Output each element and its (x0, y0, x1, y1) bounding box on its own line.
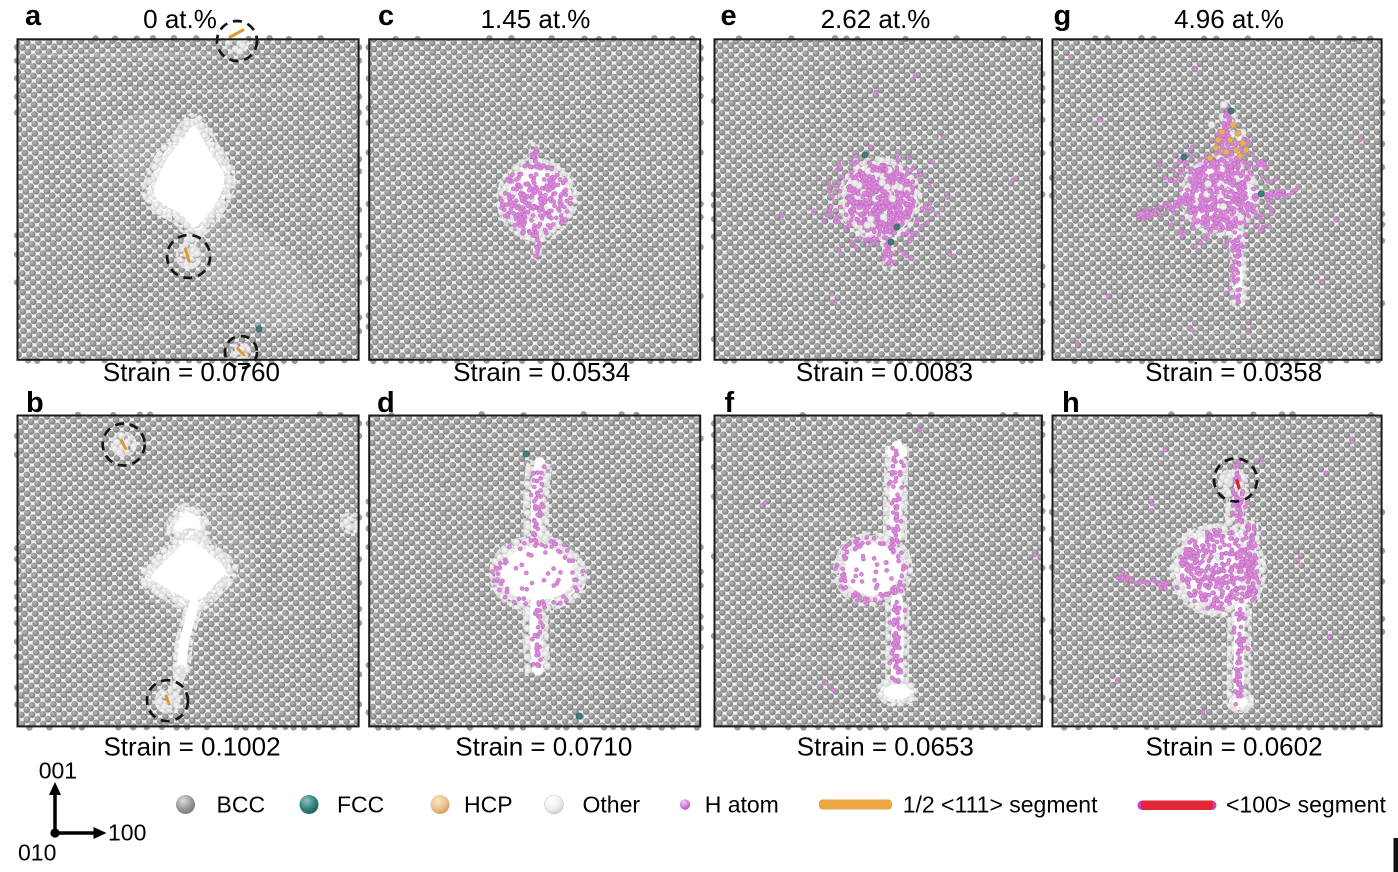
svg-text:1.45 at.%: 1.45 at.% (481, 4, 591, 34)
svg-text:b: b (26, 387, 44, 419)
svg-text:Strain = 0.0534: Strain = 0.0534 (453, 357, 630, 387)
svg-text:Strain = 0.0760: Strain = 0.0760 (103, 357, 280, 387)
svg-text:1/2 <111> segment: 1/2 <111> segment (903, 792, 1098, 818)
svg-text:HCP: HCP (464, 792, 513, 818)
svg-text:2.62 at.%: 2.62 at.% (821, 4, 931, 34)
svg-text:Strain = 0.0083: Strain = 0.0083 (796, 357, 973, 387)
svg-text:Strain = 0.0358: Strain = 0.0358 (1145, 357, 1322, 387)
svg-text:h: h (1062, 387, 1080, 419)
svg-text:Strain = 0.0710: Strain = 0.0710 (455, 732, 632, 762)
svg-text:FCC: FCC (337, 792, 384, 818)
svg-text:Strain = 0.0653: Strain = 0.0653 (797, 732, 974, 762)
svg-text:a: a (25, 0, 42, 32)
svg-text:Strain = 0.0602: Strain = 0.0602 (1145, 732, 1322, 762)
svg-text:BCC: BCC (217, 792, 266, 818)
svg-text:010: 010 (18, 840, 56, 866)
svg-text:e: e (721, 0, 737, 32)
svg-text:d: d (377, 387, 395, 419)
svg-text:0 at.%: 0 at.% (143, 4, 217, 34)
svg-text:Other: Other (583, 792, 641, 818)
svg-text:f: f (725, 387, 735, 419)
svg-text:4.96 at.%: 4.96 at.% (1174, 4, 1284, 34)
svg-text:H atom: H atom (705, 792, 779, 818)
svg-text:001: 001 (39, 758, 77, 784)
svg-text:c: c (378, 0, 394, 32)
svg-text:<100> segment: <100> segment (1226, 792, 1386, 818)
svg-text:100: 100 (108, 820, 146, 846)
svg-text:Strain = 0.1002: Strain = 0.1002 (103, 732, 280, 762)
svg-text:g: g (1054, 0, 1072, 32)
